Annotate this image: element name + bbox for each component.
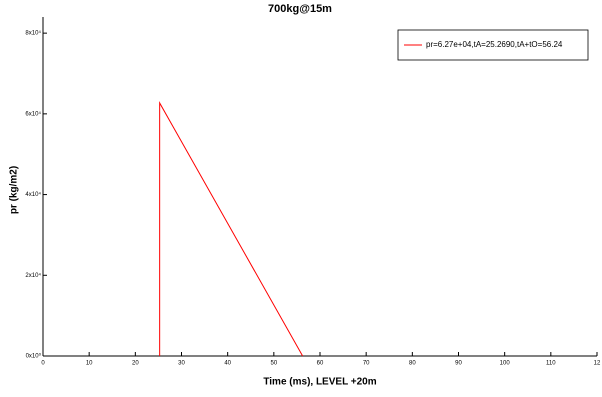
x-tick-label: 12	[594, 361, 601, 367]
legend-label: pr=6.27e+04,tA=25.2690,tA+tO=56.24	[426, 40, 563, 49]
x-tick-label: 40	[224, 361, 231, 367]
y-tick-label: 8x10⁴	[25, 30, 41, 37]
x-tick-label: 90	[455, 361, 462, 367]
x-tick-label: 20	[132, 361, 139, 367]
data-line	[159, 101, 304, 357]
y-tick-label: 0x10⁰	[26, 353, 42, 360]
y-tick-label: 6x10⁴	[25, 110, 41, 117]
x-tick-label: 100	[500, 361, 511, 367]
x-tick-label: 70	[363, 361, 370, 367]
x-tick-label: 10	[86, 361, 93, 367]
x-tick-label: 30	[178, 361, 185, 367]
x-tick-label: 80	[409, 361, 416, 367]
chart-title: 700kg@15m	[268, 3, 332, 15]
x-tick-label: 60	[317, 361, 324, 367]
x-tick-label: 0	[41, 361, 45, 367]
x-tick-label: 110	[546, 361, 556, 367]
y-tick-label: 2x10⁴	[25, 272, 41, 279]
y-tick-label: 4x10⁴	[25, 191, 41, 198]
y-axis-label: pr (kg/m2)	[9, 166, 20, 214]
legend-box	[397, 29, 589, 61]
x-tick-label: 50	[270, 361, 277, 367]
x-axis-label: Time (ms), LEVEL +20m	[263, 377, 376, 388]
